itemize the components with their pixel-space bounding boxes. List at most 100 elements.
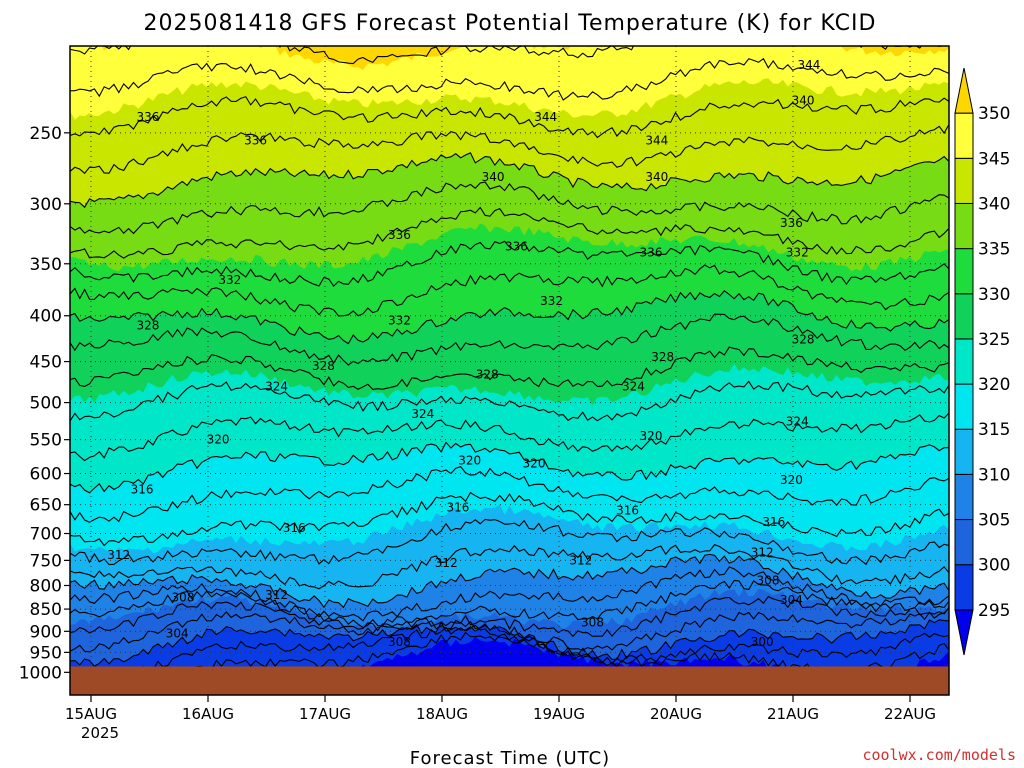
colorbar-swatch-min xyxy=(954,609,974,656)
plot-frame xyxy=(69,45,950,696)
colorbar-label-345: 345 xyxy=(978,149,1010,169)
contour-label-332: 332 xyxy=(540,294,563,308)
isentrope-346 xyxy=(70,57,949,101)
contour-label-312: 312 xyxy=(107,548,130,562)
y-tick-label-800: 800 xyxy=(30,576,62,596)
isentrope-314 xyxy=(70,518,949,566)
isentrope-312 xyxy=(70,544,949,590)
contour-label-312: 312 xyxy=(569,553,592,567)
x-axis-label: Forecast Time (UTC) xyxy=(410,748,610,768)
isentrope-304 xyxy=(70,595,949,638)
y-tick-label-750: 750 xyxy=(30,551,62,571)
contour-label-336: 336 xyxy=(244,134,267,148)
y-tick-label-350: 350 xyxy=(30,255,62,275)
y-tick-label-900: 900 xyxy=(30,622,62,642)
y-tick-label-450: 450 xyxy=(30,353,62,373)
colorbar-swatch-7 xyxy=(954,293,974,340)
contour-label-320: 320 xyxy=(780,473,803,487)
y-axis-pressure: 2503003504004505005506006507007508008509… xyxy=(19,124,70,683)
colorbar-label-320: 320 xyxy=(978,375,1010,395)
isentrope-302 xyxy=(70,607,949,653)
colorbar-label-295: 295 xyxy=(978,601,1010,621)
contour-label-332: 332 xyxy=(218,273,241,287)
x-tick-label-18AUG: 18AUG xyxy=(416,705,468,723)
colorbar-swatch-9 xyxy=(954,202,974,250)
colorbar-label-335: 335 xyxy=(978,240,1010,260)
contour-label-324: 324 xyxy=(411,407,434,421)
potential-temperature-fill xyxy=(70,46,949,695)
y-tick-label-250: 250 xyxy=(30,124,62,144)
isentrope-310 xyxy=(70,553,949,609)
terrain-below-ground xyxy=(70,666,949,695)
isentrope-320 xyxy=(70,441,949,494)
colorbar-swatch-8 xyxy=(954,248,974,295)
dotted-grid xyxy=(70,46,949,695)
contour-label-328: 328 xyxy=(792,332,815,346)
contour-labels: 3363363323283243203163163123083043123083… xyxy=(107,58,820,649)
contour-label-336: 336 xyxy=(640,245,663,259)
colorbar-label-325: 325 xyxy=(978,330,1010,350)
contour-label-344: 344 xyxy=(645,134,668,148)
y-tick-label-550: 550 xyxy=(30,431,62,451)
x-tick-label-21AUG: 21AUG xyxy=(767,705,819,723)
contour-label-312: 312 xyxy=(751,546,774,560)
isentrope-328 xyxy=(70,313,949,366)
contour-label-308: 308 xyxy=(388,635,411,649)
y-tick-label-300: 300 xyxy=(30,195,62,215)
contour-label-312: 312 xyxy=(265,588,288,602)
contour-label-304: 304 xyxy=(780,593,803,607)
colorbar-swatch-11 xyxy=(954,112,974,159)
y-tick-label-950: 950 xyxy=(30,643,62,663)
isentrope-334 xyxy=(70,240,949,288)
contour-label-340: 340 xyxy=(792,93,815,107)
isentrope-342 xyxy=(70,124,949,175)
colorbar-label-340: 340 xyxy=(978,194,1010,214)
colorbar-label-305: 305 xyxy=(978,511,1010,531)
contour-label-324: 324 xyxy=(786,415,809,429)
colorbar-swatch-max xyxy=(954,67,974,114)
isentrope-348 xyxy=(70,46,943,65)
contour-label-308: 308 xyxy=(757,574,780,588)
y-tick-label-400: 400 xyxy=(30,307,62,327)
colorbar-swatch-10 xyxy=(954,157,974,204)
isentrope-300 xyxy=(70,619,949,667)
x-tick-label-15AUG: 15AUG xyxy=(65,705,117,723)
x-tick-label-19AUG: 19AUG xyxy=(533,705,585,723)
contour-label-320: 320 xyxy=(207,433,230,447)
colorbar: 295 300 305 310 315 320 325 330 335 340 345 350 xyxy=(954,67,1010,656)
colorbar-swatch-5 xyxy=(954,383,974,430)
isentrope-322 xyxy=(70,412,949,462)
isentrope-316 xyxy=(70,491,949,547)
colorbar-label-350: 350 xyxy=(978,104,1010,124)
contour-label-308: 308 xyxy=(172,590,195,604)
contour-label-308: 308 xyxy=(581,616,604,630)
isentrope-324 xyxy=(70,380,949,422)
contour-label-336: 336 xyxy=(136,110,159,124)
y-tick-label-700: 700 xyxy=(30,525,62,545)
isentrope-344 xyxy=(70,96,949,139)
contour-label-316: 316 xyxy=(131,482,154,496)
contour-label-340: 340 xyxy=(482,170,505,184)
contour-label-324: 324 xyxy=(622,380,645,394)
isentrope-336 xyxy=(70,206,949,259)
contour-label-328: 328 xyxy=(136,318,159,332)
y-tick-label-650: 650 xyxy=(30,496,62,516)
colorbar-swatch-4 xyxy=(954,428,974,475)
contour-label-312: 312 xyxy=(435,556,458,570)
chart-title: 2025081418 GFS Forecast Potential Temper… xyxy=(144,11,877,36)
contour-label-316: 316 xyxy=(446,501,469,515)
colorbar-swatch-2 xyxy=(954,519,974,566)
contour-label-324: 324 xyxy=(265,380,288,394)
contour-label-320: 320 xyxy=(523,457,546,471)
isentrope-326 xyxy=(70,346,949,391)
contour-label-332: 332 xyxy=(786,245,809,259)
isentrope-340 xyxy=(70,152,949,209)
x-tick-label-17AUG: 17AUG xyxy=(299,705,351,723)
contour-label-316: 316 xyxy=(283,521,306,535)
isentrope-332 xyxy=(70,264,949,317)
source-credit[interactable]: coolwx.com/models xyxy=(862,746,1016,764)
contour-label-344: 344 xyxy=(797,58,820,72)
x-tick-label-22AUG: 22AUG xyxy=(884,705,936,723)
colorbar-swatch-6 xyxy=(954,338,974,385)
